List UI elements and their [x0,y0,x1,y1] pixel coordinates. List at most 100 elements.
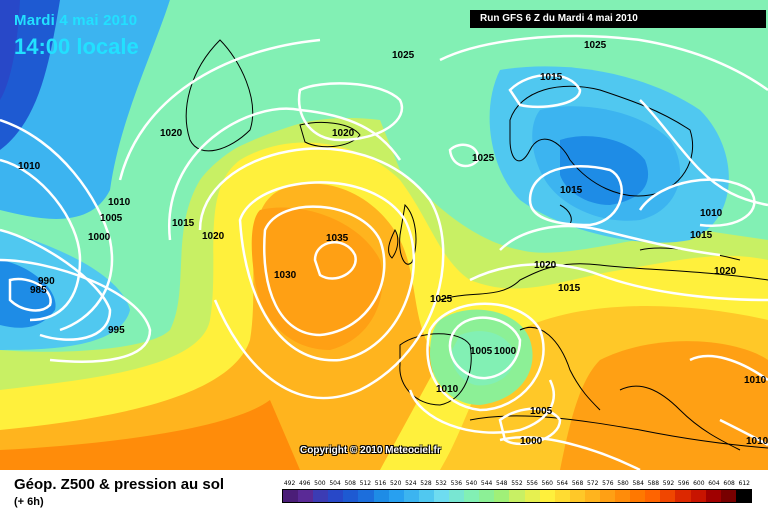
color-scale-label: 492 [283,480,296,487]
color-scale-label: 508 [344,480,356,487]
color-scale-swatch [554,490,570,502]
product-title: Géop. Z500 & pression au sol [14,476,225,493]
isobar-label: 1005 [100,213,123,224]
color-scale-label: 576 [602,480,614,487]
color-scale-label: 600 [693,480,705,487]
isobar-label: 1020 [332,128,355,139]
color-scale-swatch [630,490,646,502]
color-scale-swatch [418,490,434,502]
copyright-notice: Copyright © 2010 Meteociel.fr [300,445,441,456]
color-scale-label: 568 [571,480,584,487]
color-scale-swatch [494,490,510,502]
weather-map: Mardi 4 mai 2010 14:00 locale Run GFS 6 … [0,0,768,470]
color-scale-label: 608 [723,480,735,487]
forecast-local-time: 14:00 locale [14,34,139,59]
color-scale-label: 552 [511,480,523,487]
isobar-label: 1000 [88,232,111,243]
z500-field-west-deep [0,0,20,100]
run-info-banner: Run GFS 6 Z du Mardi 4 mai 2010 [470,10,766,28]
color-scale-swatch [449,490,465,502]
color-scale-label: 592 [662,480,675,487]
color-scale-label: 536 [450,480,463,487]
isobar-label: 1005 [530,406,553,417]
color-scale-label: 524 [405,480,417,487]
color-scale-label: 560 [541,480,553,487]
isobar-label: 1020 [534,260,557,271]
color-scale-label: 520 [389,480,402,487]
color-scale-swatch [705,490,721,502]
color-scale-labels: 492 496 500 504 508 512 516 520 524 528 532 536 540 5… [282,480,752,487]
isobar-label: 1010 [744,375,767,386]
isobar-label: 1020 [714,266,737,277]
isobar-label: 1010 [700,208,723,219]
z500-field-greenland [148,0,408,172]
z500-field-iberia-core [451,331,515,386]
isobar-label: 990 [38,276,55,287]
color-scale-swatch [569,490,585,502]
color-scale-label: 500 [314,480,326,487]
color-scale-swatch [479,490,495,502]
color-scale-swatch [735,490,751,502]
isobar-label: 1015 [558,283,581,294]
color-scale-label: 504 [329,480,341,487]
color-scale-label: 564 [556,480,569,487]
color-scale-swatch [298,490,314,502]
color-scale: 492 496 500 504 508 512 516 520 524 528 532 536 540 5… [282,480,752,503]
color-scale-label: 580 [617,480,629,487]
color-scale-swatch [388,490,404,502]
isobar-label: 1015 [540,72,563,83]
color-scale-swatch [283,490,299,502]
color-scale-label: 584 [632,480,644,487]
color-scale-label: 556 [526,480,538,487]
color-scale-swatch [328,490,344,502]
color-scale-swatch [373,490,389,502]
isobar-label: 995 [108,325,125,336]
color-scale-swatch [524,490,540,502]
isobar-label: 1010 [746,436,768,447]
isobar-label: 1020 [202,231,225,242]
color-scale-swatch [539,490,555,502]
forecast-step: (+ 6h) [14,496,44,508]
color-scale-swatch [690,490,706,502]
color-scale-swatch [584,490,600,502]
color-scale-swatch [615,490,631,502]
isobar-label: 1000 [494,346,517,357]
isobar-label: 1025 [472,153,495,164]
z500-field-scandinavia-deep [560,136,649,205]
color-scale-swatch [720,490,736,502]
color-scale-swatch [403,490,419,502]
isobar-label: 1035 [326,233,349,244]
color-scale-swatch [660,490,676,502]
color-scale-swatch [343,490,359,502]
color-scale-label: 544 [480,480,493,487]
isobar-label: 1025 [392,50,415,61]
color-scale-swatch [599,490,616,502]
color-scale-label: 588 [647,480,660,487]
color-scale-label: 596 [677,480,690,487]
color-scale-label: 516 [374,480,387,487]
isobar-label: 1030 [274,270,297,281]
color-scale-label: 572 [586,480,599,487]
forecast-date: Mardi 4 mai 2010 [14,12,138,29]
isobar-label: 1015 [690,230,713,241]
color-scale-label: 496 [299,480,311,487]
color-scale-label: 548 [496,480,508,487]
isobar-label: 1010 [18,161,41,172]
map-footer: Géop. Z500 & pression au sol (+ 6h) 492 4… [0,470,768,512]
color-scale-swatch [675,490,691,502]
isobar-label: 1010 [108,197,131,208]
isobar-label: 1015 [172,218,195,229]
color-scale-bar [282,489,752,503]
z500-field-south [0,400,300,470]
isobar-label: 1000 [520,436,543,447]
isobar-label: 1020 [160,128,183,139]
color-scale-swatch [433,490,450,502]
color-scale-swatch [358,490,374,502]
color-scale-label: 612 [738,480,750,487]
color-scale-swatch [509,490,525,502]
z500-field-orange-core [251,207,383,350]
isobar-label: 1005 [470,346,493,357]
color-scale-swatch [313,490,329,502]
color-scale-label: 532 [435,480,447,487]
color-scale-label: 604 [708,480,720,487]
